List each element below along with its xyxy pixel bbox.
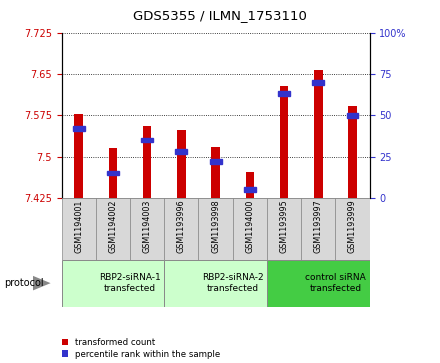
Bar: [211, 147, 220, 198]
Bar: [109, 148, 117, 198]
Bar: [246, 172, 254, 198]
Polygon shape: [33, 276, 51, 290]
Bar: [233, 198, 267, 260]
Bar: [198, 198, 233, 260]
Bar: [348, 106, 357, 198]
Text: GDS5355 / ILMN_1753110: GDS5355 / ILMN_1753110: [133, 9, 307, 22]
Bar: [141, 138, 153, 142]
Text: protocol: protocol: [4, 278, 44, 288]
Text: GSM1194002: GSM1194002: [108, 200, 117, 253]
Bar: [312, 80, 324, 85]
Bar: [73, 126, 85, 131]
Legend: transformed count, percentile rank within the sample: transformed count, percentile rank withi…: [62, 338, 220, 359]
Bar: [335, 198, 370, 260]
Bar: [130, 198, 164, 260]
Bar: [143, 126, 151, 198]
Text: GSM1193999: GSM1193999: [348, 200, 357, 253]
Bar: [96, 198, 130, 260]
Bar: [314, 70, 323, 198]
Bar: [164, 198, 198, 260]
Text: GSM1193996: GSM1193996: [177, 200, 186, 253]
Bar: [267, 198, 301, 260]
Text: GSM1194001: GSM1194001: [74, 200, 83, 253]
Bar: [176, 149, 187, 154]
Bar: [107, 171, 119, 175]
Bar: [347, 113, 359, 118]
Bar: [244, 187, 256, 192]
Text: GSM1193997: GSM1193997: [314, 200, 323, 253]
Bar: [301, 198, 335, 260]
Text: GSM1193998: GSM1193998: [211, 200, 220, 253]
Bar: [62, 260, 164, 307]
Bar: [267, 260, 370, 307]
Bar: [280, 86, 288, 198]
Text: GSM1194000: GSM1194000: [246, 200, 254, 253]
Bar: [62, 198, 96, 260]
Text: GSM1194003: GSM1194003: [143, 200, 152, 253]
Text: GSM1193995: GSM1193995: [279, 200, 289, 253]
Bar: [164, 260, 267, 307]
Text: RBP2-siRNA-2
transfected: RBP2-siRNA-2 transfected: [202, 273, 264, 293]
Text: control siRNA
transfected: control siRNA transfected: [305, 273, 366, 293]
Bar: [278, 91, 290, 96]
Bar: [209, 159, 222, 164]
Bar: [177, 130, 186, 198]
Text: RBP2-siRNA-1
transfected: RBP2-siRNA-1 transfected: [99, 273, 161, 293]
Bar: [74, 114, 83, 198]
